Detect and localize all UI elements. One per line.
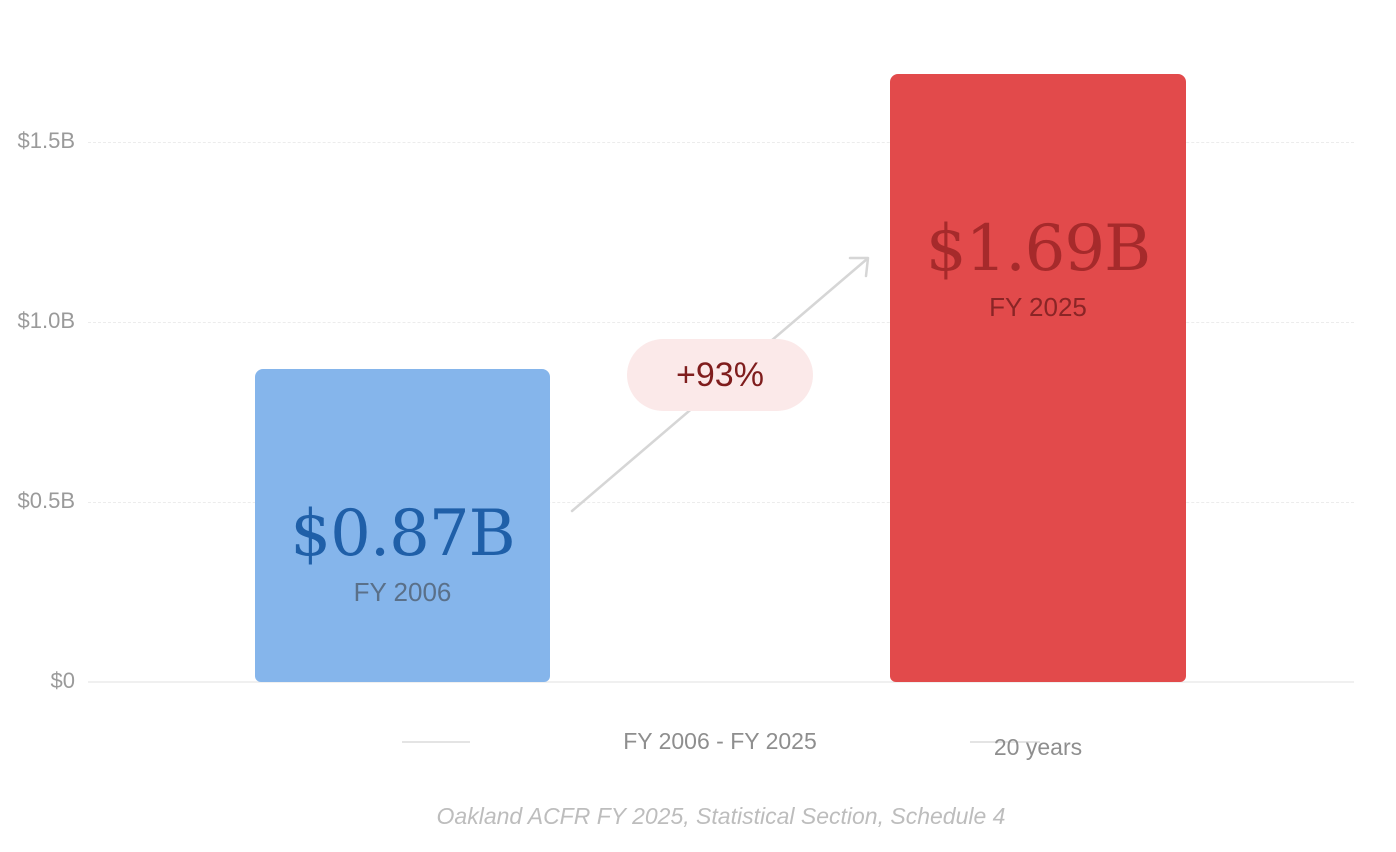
source-caption: Oakland ACFR FY 2025, Statistical Sectio… bbox=[436, 803, 1006, 829]
y-tick-label: $0.5B bbox=[17, 488, 76, 513]
y-tick-label: $0 bbox=[50, 668, 75, 693]
duration-label: 20 years bbox=[993, 734, 1083, 760]
y-tick-label: $1.5B bbox=[17, 128, 76, 153]
percent-change-badge: +93% bbox=[627, 339, 813, 411]
period-range-label: FY 2006 - FY 2025 bbox=[623, 728, 817, 754]
bracket-line-right bbox=[970, 741, 1040, 743]
gridline bbox=[88, 142, 1354, 143]
x-axis-baseline bbox=[88, 681, 1354, 683]
bracket-line-left bbox=[402, 741, 470, 743]
bar-period-label: FY 2025 bbox=[989, 292, 1087, 322]
bar-fy2025: $1.69B FY 2025 bbox=[890, 74, 1186, 682]
bar-value-label: $0.87B bbox=[290, 497, 515, 571]
bar-fy2006: $0.87B FY 2006 bbox=[255, 369, 550, 682]
bar-period-label: FY 2006 bbox=[353, 577, 452, 607]
y-tick-label: $1.0B bbox=[17, 308, 76, 333]
bar-value-label: $1.69B bbox=[925, 212, 1151, 286]
